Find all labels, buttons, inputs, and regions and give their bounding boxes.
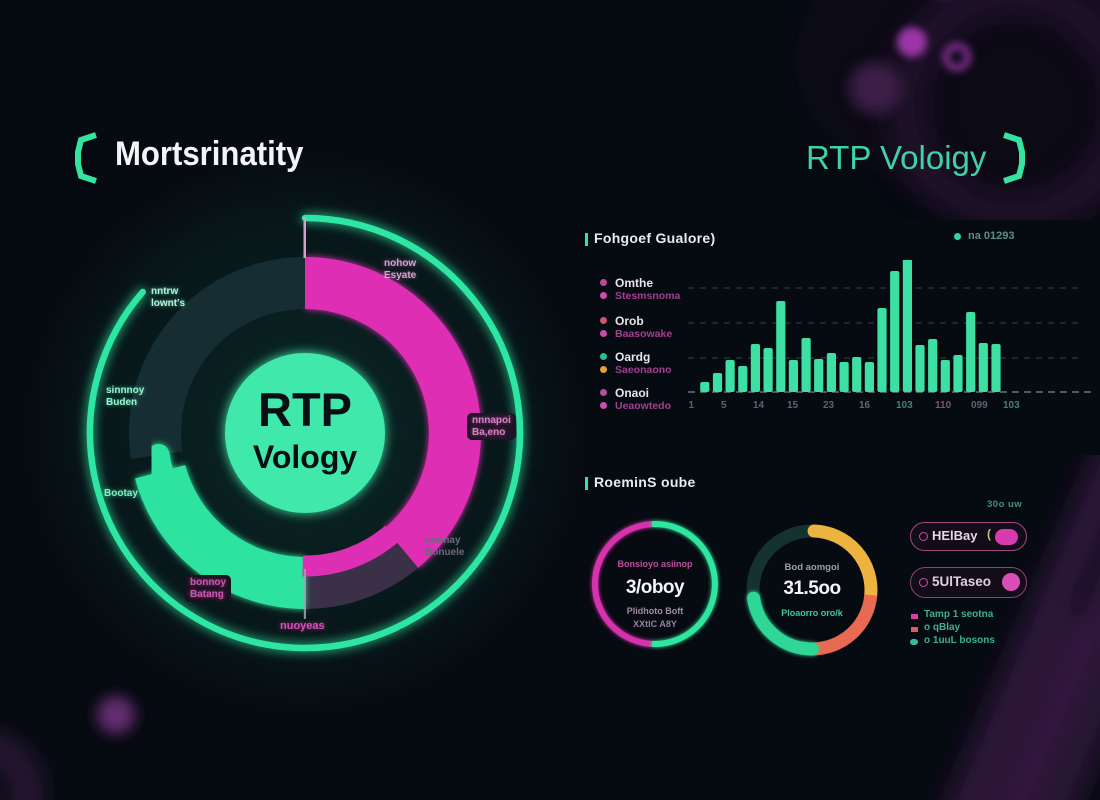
svg-text:23: 23 — [823, 400, 835, 411]
svg-text:103: 103 — [896, 400, 913, 411]
svg-text:RTP: RTP — [258, 383, 352, 436]
svg-text:103: 103 — [1003, 400, 1020, 411]
svg-text:16: 16 — [859, 400, 871, 411]
svg-text:14: 14 — [753, 400, 765, 411]
svg-text:Vology: Vology — [253, 439, 358, 475]
svg-text:099: 099 — [971, 400, 988, 411]
svg-text:5: 5 — [721, 400, 727, 411]
svg-text:1: 1 — [689, 400, 695, 411]
svg-text:110: 110 — [935, 400, 952, 411]
svg-text:15: 15 — [787, 400, 799, 411]
